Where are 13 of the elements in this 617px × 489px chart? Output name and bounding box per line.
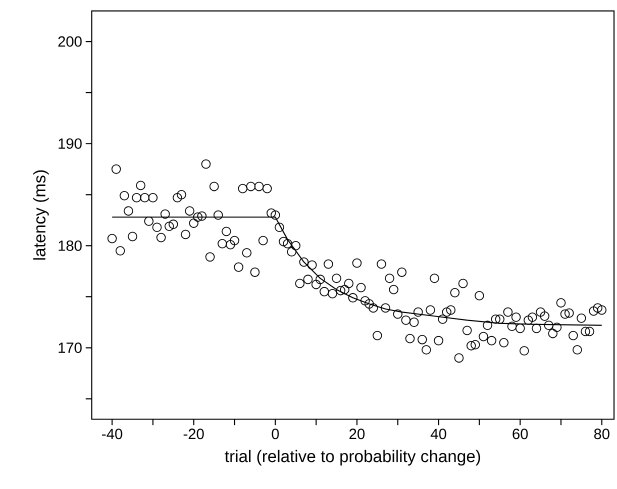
x-tick-label: 60 — [512, 428, 528, 440]
x-tick-label: 40 — [430, 428, 446, 440]
x-axis-title: trial (relative to probability change) — [224, 450, 480, 466]
x-tick-label: -20 — [184, 428, 204, 440]
y-axis-title: latency (ms) — [33, 170, 49, 260]
y-tick-label: 190 — [58, 138, 82, 150]
x-tick-label: 80 — [594, 428, 610, 440]
x-tick-label: 20 — [349, 428, 365, 440]
y-tick-label: 170 — [58, 342, 82, 354]
x-tick-label: -40 — [102, 428, 122, 440]
y-tick-label: 200 — [58, 36, 82, 47]
x-tick-label: 0 — [272, 428, 279, 440]
y-tick-label: 180 — [58, 240, 82, 252]
